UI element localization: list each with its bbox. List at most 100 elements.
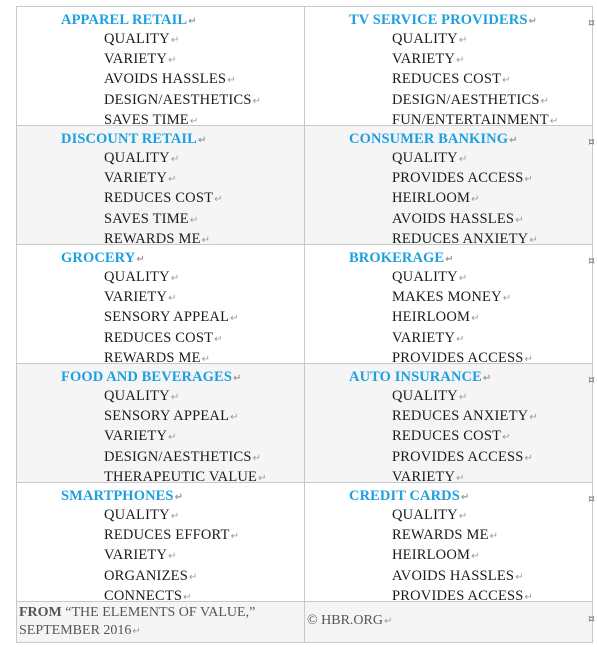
value-item: DESIGN/AESTHETICS↵ <box>104 448 267 468</box>
value-item-text: DESIGN/AESTHETICS <box>392 91 540 108</box>
value-item-text: QUALITY <box>104 150 170 166</box>
category-heading: DISCOUNT RETAIL↵ <box>61 130 206 150</box>
elements-of-value-table: APPAREL RETAIL↵ QUALITY↵ VARIETY↵ AVOIDS HA… <box>16 6 593 643</box>
paragraph-mark: ↵ <box>136 254 145 265</box>
value-item: REWARDS ME↵ <box>104 349 239 369</box>
value-item: SENSORY APPEAL↵ <box>104 308 239 328</box>
paragraph-mark: ↵ <box>445 254 454 265</box>
paragraph-mark: ↵ <box>471 194 480 206</box>
row-end-mark: ¤ <box>588 135 595 148</box>
paragraph-mark: ↵ <box>170 154 180 165</box>
table-body: APPAREL RETAIL↵ QUALITY↵ VARIETY↵ AVOIDS HA… <box>16 6 593 604</box>
paragraph-mark: ↵ <box>188 16 197 27</box>
value-item: FUN/ENTERTAINMENT↵ <box>392 111 558 131</box>
footer-source-cell: FROM “THE ELEMENTS OF VALUE,” SEPTEMBER … <box>16 601 305 643</box>
category-heading-text: BROKERAGE <box>349 250 445 266</box>
value-item: QUALITY↵ <box>104 149 223 169</box>
row-end-mark: ¤ <box>588 16 595 29</box>
paragraph-mark: ↵ <box>252 452 262 464</box>
category-cell: GROCERY↵ QUALITY↵ VARIETY↵ SENSORY APPEAL↵ R… <box>16 244 305 366</box>
category-heading: BROKERAGE↵ <box>349 249 454 269</box>
paragraph-mark: ↵ <box>502 293 512 305</box>
value-item-text: VARIETY <box>104 170 168 187</box>
paragraph-mark: ↵ <box>183 591 192 603</box>
category-cell: DISCOUNT RETAIL↵ QUALITY↵ VARIETY↵ REDUCES … <box>16 125 305 247</box>
paragraph-mark: ↵ <box>489 531 499 543</box>
category-heading-text: APPAREL RETAIL <box>61 12 188 28</box>
value-list: QUALITY↵ VARIETY↵ AVOIDS HASSLES↵ DESIGN/AE… <box>104 30 261 131</box>
category-heading: FOOD AND BEVERAGES↵ <box>61 368 241 388</box>
category-heading-text: SMARTPHONES <box>61 488 174 504</box>
paragraph-mark: ↵ <box>456 333 465 345</box>
value-item-text: REDUCES COST <box>104 190 214 207</box>
category-heading-text: GROCERY <box>61 250 136 266</box>
value-item-text: AVOIDS HASSLES <box>392 210 515 227</box>
footer-from-label: FROM <box>19 605 62 620</box>
value-item: QUALITY↵ <box>104 30 261 50</box>
value-item: SAVES TIME↵ <box>104 210 223 230</box>
value-item: REDUCES ANXIETY↵ <box>392 407 538 427</box>
value-item-text: VARIETY <box>104 289 168 306</box>
footer-row: FROM “THE ELEMENTS OF VALUE,” SEPTEMBER … <box>16 601 593 643</box>
paragraph-mark: ↵ <box>540 95 550 107</box>
value-item-text: CONNECTS <box>104 587 183 604</box>
category-cell: SMARTPHONES↵ QUALITY↵ REDUCES EFFORT↵ VARIE… <box>16 482 305 604</box>
footer-source: FROM “THE ELEMENTS OF VALUE,” SEPTEMBER … <box>19 604 304 641</box>
value-list: QUALITY↵ VARIETY↵ REDUCES COST ↵ SAVES TIME↵… <box>104 149 223 250</box>
value-item-text: REWARDS ME <box>104 349 201 366</box>
value-item-text: REDUCES ANXIETY <box>392 408 529 425</box>
value-item: VARIETY↵ <box>392 329 533 349</box>
category-cell: FOOD AND BEVERAGES↵ QUALITY↵ SENSORY APPEA… <box>16 363 305 485</box>
footer-source-text: “THE ELEMENTS OF VALUE,” SEPTEMBER 2016 <box>19 605 256 638</box>
paragraph-mark: ↵ <box>529 412 538 424</box>
paragraph-mark: ↵ <box>383 616 393 627</box>
value-list: QUALITY↵ VARIETY↵ SENSORY APPEAL↵ REDUCES C… <box>104 268 239 369</box>
value-item-text: VARIETY <box>104 51 168 68</box>
value-item: AVOIDS HASSLES↵ <box>392 210 538 230</box>
value-item-text: DESIGN/AESTHETICS <box>104 448 252 465</box>
category-heading-text: CREDIT CARDS <box>349 488 460 504</box>
footer-copyright-cell: © HBR.ORG↵ <box>304 601 593 643</box>
value-item-text: REDUCES ANXIETY <box>392 230 529 247</box>
value-item-text: QUALITY <box>104 269 170 285</box>
paragraph-mark: ↵ <box>471 313 480 325</box>
value-item-text: HEIRLOOM <box>392 547 471 564</box>
paragraph-mark: ↵ <box>482 373 492 384</box>
value-item: REDUCES COST↵ <box>392 427 538 447</box>
paragraph-mark: ↵ <box>529 234 538 246</box>
value-item: HEIRLOOM↵ <box>392 546 533 566</box>
copyright-text: © HBR.ORG <box>307 613 383 628</box>
paragraph-mark: ↵ <box>460 492 470 503</box>
category-cell: CONSUMER BANKING↵ QUALITY↵ PROVIDES ACCESS… <box>304 125 593 247</box>
category-cell: APPAREL RETAIL↵ QUALITY↵ VARIETY↵ AVOIDS HA… <box>16 6 305 128</box>
category-heading: SMARTPHONES↵ <box>61 487 183 507</box>
value-item-text: REDUCES COST <box>392 428 502 445</box>
value-item: DESIGN/AESTHETICS↵ <box>392 91 558 111</box>
category-heading: AUTO INSURANCE↵ <box>349 368 491 388</box>
paragraph-mark: ↵ <box>502 432 511 444</box>
paragraph-mark: ↵ <box>515 214 524 226</box>
category-heading: GROCERY↵ <box>61 249 145 269</box>
paragraph-mark: ↵ <box>458 511 468 522</box>
value-item: PROVIDES ACCESS↵ <box>392 169 538 189</box>
category-heading: CONSUMER BANKING↵ <box>349 130 518 150</box>
category-heading-text: TV SERVICE PROVIDERS <box>349 12 528 28</box>
paragraph-mark: ↵ <box>524 353 534 365</box>
paragraph-mark: ↵ <box>471 551 480 563</box>
value-list: QUALITY↵ SENSORY APPEAL↵ VARIETY↵ DESIGN/AE… <box>104 387 267 488</box>
value-item: ORGANIZES↵ <box>104 567 239 587</box>
value-item: REDUCES COST↵ <box>104 329 239 349</box>
paragraph-mark: ↵ <box>168 174 177 186</box>
value-item: REDUCES ANXIETY↵ <box>392 230 538 250</box>
paragraph-mark: ↵ <box>233 373 242 384</box>
value-item-text: REDUCES EFFORT <box>104 527 230 544</box>
value-item: QUALITY↵ <box>104 506 239 526</box>
paragraph-mark: ↵ <box>170 392 180 403</box>
paragraph-mark: ↵ <box>509 135 518 146</box>
value-item-text: SAVES TIME <box>104 210 189 227</box>
value-item: HEIRLOOM↵ <box>392 189 538 209</box>
value-item-text: QUALITY <box>392 269 458 285</box>
value-item-text: QUALITY <box>104 507 170 523</box>
value-item: AVOIDS HASSLES↵ <box>104 70 261 90</box>
paragraph-mark: ↵ <box>230 412 239 424</box>
